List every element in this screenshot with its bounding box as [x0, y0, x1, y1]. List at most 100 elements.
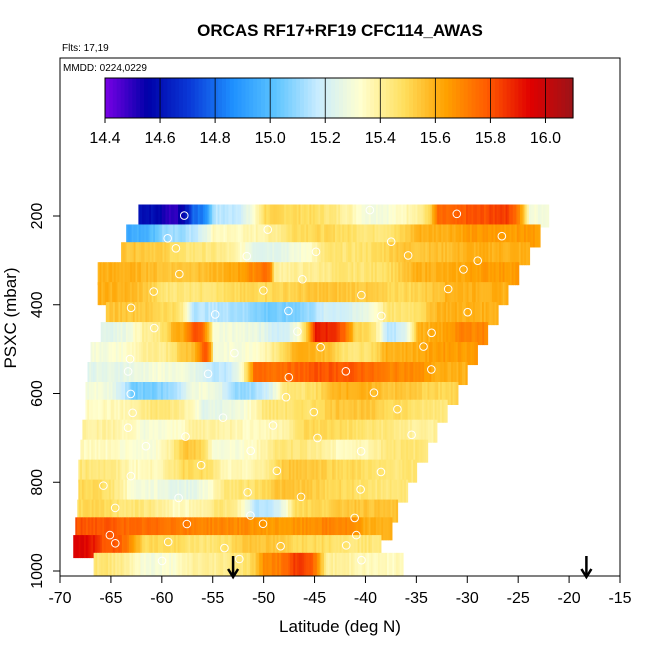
heatmap-cell: [439, 242, 442, 266]
heatmap-cell: [244, 535, 247, 559]
heatmap-cell: [172, 419, 175, 443]
heatmap-cell: [127, 322, 130, 346]
heatmap-cell: [220, 362, 223, 386]
heatmap-cell: [335, 342, 338, 366]
heatmap-cell: [449, 362, 452, 386]
colorbar-cell: [565, 78, 570, 118]
heatmap-cell: [482, 322, 485, 346]
heatmap-cell: [78, 479, 81, 503]
heatmap-cell: [98, 399, 101, 423]
heatmap-cell: [87, 399, 90, 423]
heatmap-cell: [400, 479, 403, 503]
heatmap-cell: [266, 499, 269, 523]
heatmap-cell: [385, 262, 388, 286]
colorbar-cell: [315, 78, 321, 118]
heatmap-cell: [202, 535, 206, 559]
sample-marker: [258, 519, 268, 529]
heatmap-cell: [94, 362, 97, 386]
heatmap-cell: [318, 499, 321, 523]
heatmap-cell: [92, 399, 95, 423]
heatmap-cell: [434, 282, 437, 306]
heatmap-cell: [248, 342, 252, 366]
heatmap-cell: [365, 517, 368, 541]
heatmap-cell: [287, 204, 290, 228]
heatmap-cell: [488, 262, 491, 286]
heatmap-cell: [311, 499, 314, 523]
heatmap-cell: [178, 224, 181, 248]
heatmap-cell: [543, 204, 546, 228]
heatmap-cell: [462, 204, 465, 228]
heatmap-cell: [511, 204, 514, 228]
heatmap-cell: [313, 242, 316, 266]
heatmap-cell: [354, 224, 357, 248]
heatmap-cell: [261, 479, 265, 503]
heatmap-cell: [166, 399, 169, 423]
heatmap-cell: [266, 224, 269, 248]
heatmap-cell: [435, 224, 438, 248]
heatmap-cell: [204, 535, 207, 559]
heatmap-cell: [113, 282, 117, 306]
heatmap-cell: [440, 399, 443, 423]
heatmap-cell: [134, 479, 137, 503]
heatmap-cell: [170, 399, 173, 423]
heatmap-cell: [328, 439, 331, 463]
heatmap-cell: [205, 204, 208, 228]
heatmap-cell: [251, 479, 254, 503]
heatmap-cell: [100, 552, 103, 576]
heatmap-cell: [259, 342, 262, 366]
heatmap-cell: [382, 282, 385, 306]
heatmap-cell: [193, 262, 196, 286]
heatmap-cell: [208, 302, 211, 326]
heatmap-cell: [404, 459, 407, 483]
heatmap-cell: [146, 439, 150, 463]
heatmap-cell: [291, 322, 294, 346]
heatmap-cell: [105, 479, 108, 503]
heatmap-cell: [306, 342, 309, 366]
heatmap-cell: [350, 362, 353, 386]
heatmap-cell: [371, 399, 374, 423]
heatmap-cell: [250, 242, 253, 266]
heatmap-cell: [421, 242, 424, 266]
heatmap-cell: [289, 499, 292, 523]
heatmap-cell: [160, 204, 163, 228]
heatmap-cell: [310, 439, 313, 463]
heatmap-cell: [120, 552, 123, 576]
heatmap-cell: [339, 535, 342, 559]
heatmap-cell: [476, 322, 480, 346]
heatmap-cell: [475, 262, 478, 286]
heatmap-cell: [314, 517, 317, 541]
heatmap-cell: [465, 362, 468, 386]
heatmap-cell: [109, 439, 112, 463]
heatmap-cell: [383, 342, 387, 366]
heatmap-cell: [435, 419, 438, 443]
heatmap-cell: [182, 242, 185, 266]
heatmap-cell: [497, 282, 500, 306]
heatmap-cell: [143, 204, 146, 228]
heatmap-cell: [180, 242, 183, 266]
heatmap-cell: [336, 224, 339, 248]
heatmap-cell: [98, 499, 102, 523]
heatmap-cell: [469, 322, 472, 346]
heatmap-cell: [230, 552, 233, 576]
heatmap-cell: [114, 419, 117, 443]
heatmap-cell: [262, 419, 265, 443]
heatmap-cell: [112, 342, 115, 366]
heatmap-cell: [188, 535, 191, 559]
heatmap-cell: [292, 479, 295, 503]
heatmap-cell: [353, 362, 357, 386]
heatmap-cell: [108, 342, 111, 366]
heatmap-cell: [152, 479, 155, 503]
heatmap-cell: [161, 499, 165, 523]
heatmap-cell: [154, 362, 157, 386]
heatmap-cell: [144, 262, 147, 286]
heatmap-cell: [137, 362, 141, 386]
heatmap-cell: [437, 262, 441, 286]
heatmap-cell: [143, 362, 146, 386]
heatmap-cell: [190, 204, 193, 228]
heatmap-cell: [225, 242, 228, 266]
heatmap-cell: [359, 419, 362, 443]
heatmap-cell: [288, 552, 291, 576]
heatmap-cell: [398, 479, 401, 503]
heatmap-cell: [291, 419, 294, 443]
heatmap-cell: [385, 204, 388, 228]
